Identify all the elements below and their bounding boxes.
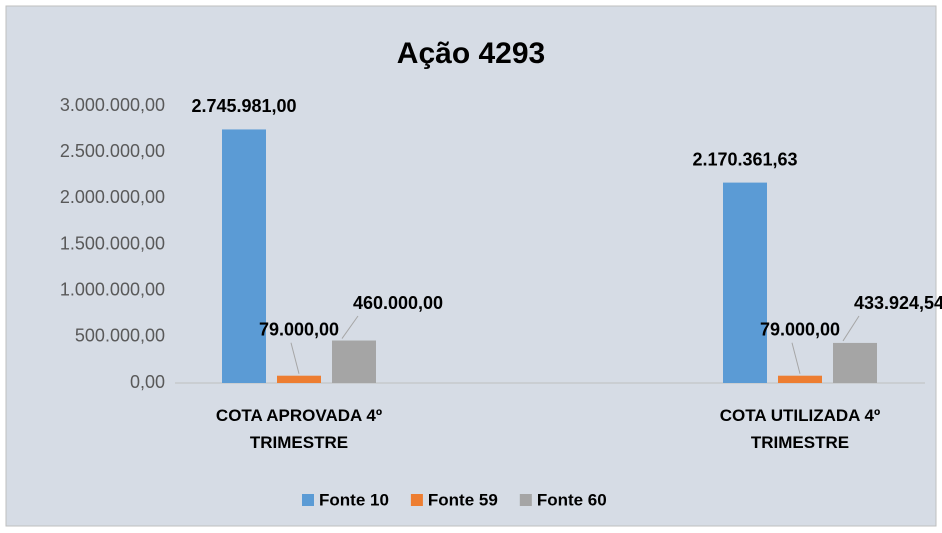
bar — [723, 182, 767, 383]
y-tick-label: 2.500.000,00 — [60, 141, 165, 161]
y-tick-label: 2.000.000,00 — [60, 187, 165, 207]
bar — [222, 129, 266, 383]
data-label: 2.745.981,00 — [191, 96, 296, 116]
leader-line — [842, 315, 860, 342]
legend-swatch — [302, 494, 314, 506]
y-tick-label: 1.500.000,00 — [60, 233, 165, 253]
legend-label: Fonte 60 — [537, 490, 607, 509]
legend-swatch — [519, 494, 532, 506]
bar — [778, 375, 822, 383]
bar — [833, 342, 877, 383]
y-tick-label: 3.000.000,00 — [60, 95, 165, 115]
bar — [332, 340, 376, 383]
legend-label: Fonte 59 — [428, 490, 498, 509]
data-label: 433.924,54 — [854, 293, 942, 313]
x-tick-label: COTA UTILIZADA 4º TRIMESTRE — [719, 406, 881, 452]
data-label: 460.000,00 — [353, 293, 443, 313]
y-tick-label: 1.000.000,00 — [60, 279, 165, 299]
data-label: 79.000,00 — [259, 319, 339, 339]
chart-title: Ação 4293 — [397, 37, 545, 70]
y-tick-label: 500.000,00 — [75, 326, 165, 346]
bar — [277, 375, 321, 383]
y-tick-label: 0,00 — [130, 372, 165, 392]
chart-background — [5, 5, 937, 527]
leader-line — [341, 315, 359, 339]
legend-label: Fonte 10 — [319, 490, 389, 509]
data-label: 79.000,00 — [760, 319, 840, 339]
leader-line — [791, 342, 801, 374]
data-label: 2.170.361,63 — [692, 149, 797, 169]
leader-line — [290, 342, 300, 374]
legend-swatch — [410, 494, 423, 506]
x-tick-label: COTA APROVADA 4º TRIMESTRE — [215, 406, 383, 452]
